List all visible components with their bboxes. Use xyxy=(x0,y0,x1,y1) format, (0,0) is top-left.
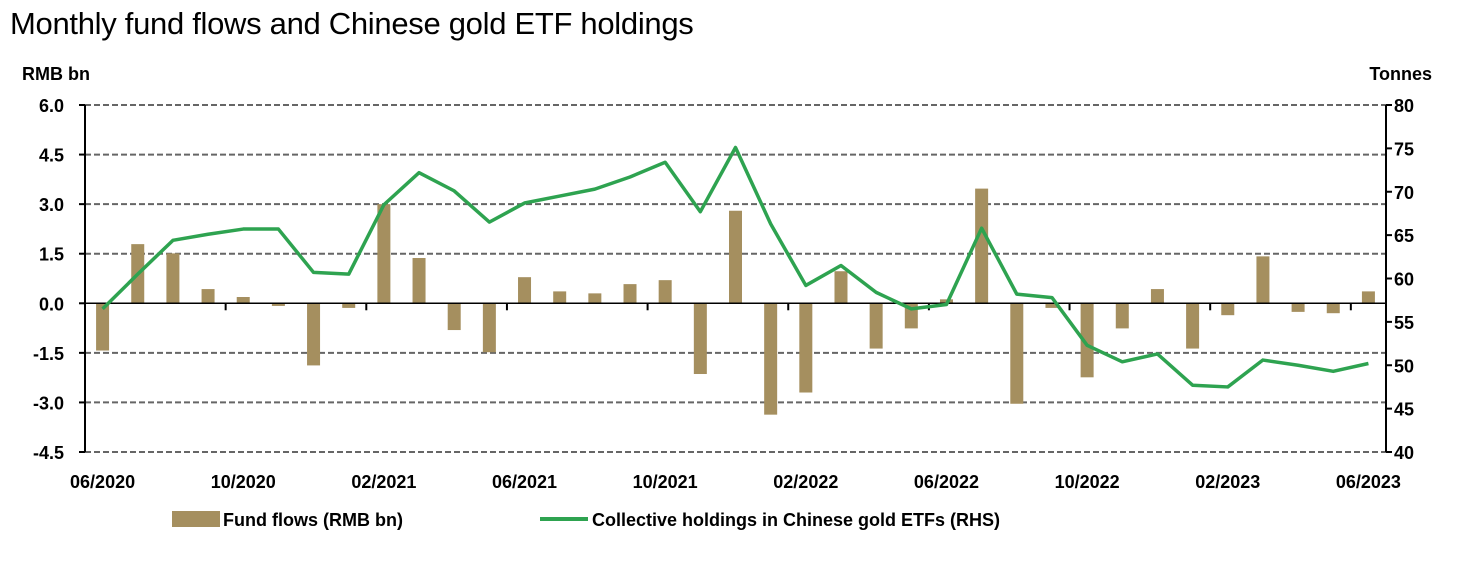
axes xyxy=(79,104,1392,453)
x-tick-label: 06/2022 xyxy=(914,472,979,492)
bar-11/2020 xyxy=(271,303,285,306)
bar-06/2023 xyxy=(1361,291,1375,304)
left-tick-label: 0.0 xyxy=(39,294,64,314)
bar-12/2020 xyxy=(307,303,321,366)
left-tick-label: -3.0 xyxy=(33,393,64,413)
bar-01/2021 xyxy=(342,303,356,308)
right-tick-label: 60 xyxy=(1394,270,1414,290)
left-tick-label: -1.5 xyxy=(33,344,64,364)
x-tick-label: 06/2023 xyxy=(1336,472,1401,492)
bar-10/2022 xyxy=(1080,303,1094,378)
bar-12/2021 xyxy=(729,210,742,304)
chart-title: Monthly fund flows and Chinese gold ETF … xyxy=(10,6,694,41)
bar-12/2022 xyxy=(1150,289,1164,304)
bar-02/2022 xyxy=(799,303,813,393)
bar-series xyxy=(96,188,1375,415)
left-tick-label: 4.5 xyxy=(39,146,64,166)
bar-04/2023 xyxy=(1291,303,1305,312)
bar-02/2021 xyxy=(377,204,391,304)
line-series xyxy=(101,145,1369,389)
bar-06/2021 xyxy=(518,277,532,304)
x-tick-label: 10/2021 xyxy=(633,472,698,492)
bar-04/2022 xyxy=(869,303,883,349)
tick-labels: 6.0 4.5 3.0 1.5 0.0 -1.5 -3.0 -4.5 80 75 70 65 60 55 5… xyxy=(33,96,1414,492)
bar-03/2023 xyxy=(1256,256,1270,304)
bar-04/2021 xyxy=(447,303,461,331)
bar-07/2022 xyxy=(975,188,989,304)
bar-09/2021 xyxy=(623,284,637,304)
right-tick-label: 75 xyxy=(1394,139,1414,159)
bar-08/2021 xyxy=(588,293,602,304)
x-tick-label: 02/2023 xyxy=(1195,472,1260,492)
bar-11/2021 xyxy=(693,303,707,375)
right-tick-label: 55 xyxy=(1394,313,1414,333)
x-tick-label: 06/2020 xyxy=(70,472,135,492)
gridlines xyxy=(85,104,1386,453)
right-tick-label: 65 xyxy=(1394,226,1414,246)
bar-11/2022 xyxy=(1115,303,1129,329)
left-tick-label: 6.0 xyxy=(39,96,64,116)
right-tick-label: 50 xyxy=(1394,356,1414,376)
bar-05/2023 xyxy=(1326,303,1340,314)
x-tick-label: 02/2022 xyxy=(773,472,838,492)
left-tick-label: 3.0 xyxy=(39,195,64,215)
bar-10/2021 xyxy=(658,280,672,304)
right-tick-label: 40 xyxy=(1394,443,1414,463)
bar-01/2023 xyxy=(1186,303,1200,349)
right-axis-label: Tonnes xyxy=(1369,64,1432,84)
bar-07/2021 xyxy=(553,291,567,304)
legend-label-holdings: Collective holdings in Chinese gold ETFs… xyxy=(592,510,1000,530)
bar-08/2022 xyxy=(1010,303,1024,404)
left-tick-label: -4.5 xyxy=(33,443,64,463)
left-tick-label: 1.5 xyxy=(39,245,64,265)
x-tick-label: 06/2021 xyxy=(492,472,557,492)
left-axis-label: RMB bn xyxy=(22,64,90,84)
right-tick-label: 80 xyxy=(1394,96,1414,116)
right-tick-label: 45 xyxy=(1394,400,1414,420)
bar-02/2023 xyxy=(1221,303,1235,316)
x-tick-label: 10/2020 xyxy=(211,472,276,492)
bar-10/2020 xyxy=(236,297,250,304)
x-tick-label: 10/2022 xyxy=(1055,472,1120,492)
bar-09/2020 xyxy=(201,289,215,304)
right-tick-label: 70 xyxy=(1394,183,1414,203)
legend-label-fund-flows: Fund flows (RMB bn) xyxy=(223,510,403,530)
bar-05/2021 xyxy=(482,303,496,353)
bar-09/2022 xyxy=(1045,303,1059,308)
bar-06/2020 xyxy=(96,303,110,351)
x-tick-label: 02/2021 xyxy=(351,472,416,492)
legend-swatch-fund-flows xyxy=(172,511,220,527)
bar-03/2021 xyxy=(412,258,426,304)
bar-01/2022 xyxy=(764,303,778,415)
bar-08/2020 xyxy=(166,253,180,304)
legend: Fund flows (RMB bn) Collective holdings … xyxy=(172,510,1000,530)
bar-03/2022 xyxy=(834,271,848,304)
